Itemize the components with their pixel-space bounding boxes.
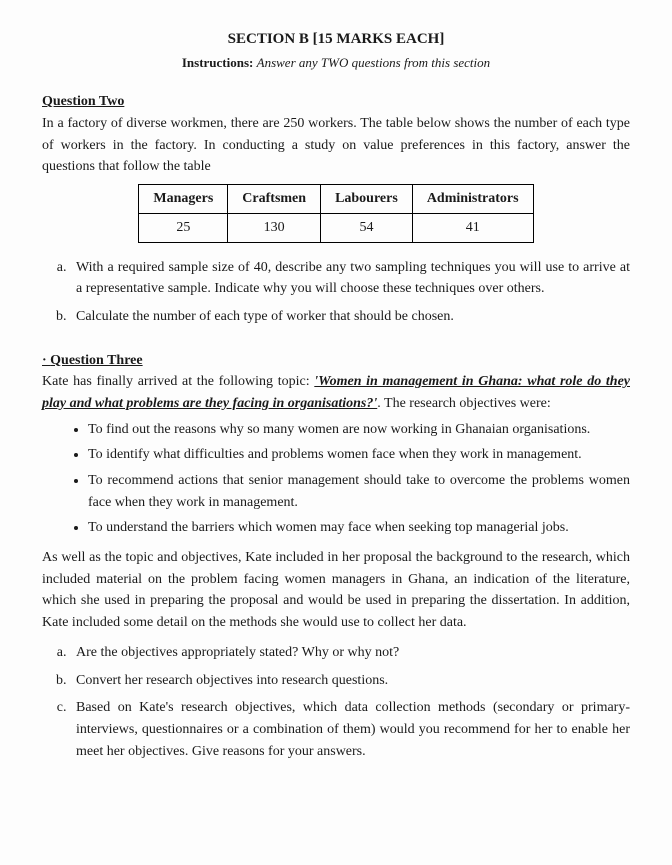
col-craftsmen: Craftsmen (228, 185, 321, 214)
q3-lead-post: . The research objectives were: (377, 396, 551, 411)
question-three-heading: Question Three (54, 350, 630, 372)
question-two-heading: Question Two (42, 91, 630, 113)
question-three-parts: Are the objectives appropriately stated?… (42, 642, 630, 762)
q2-part-b: Calculate the number of each type of wor… (70, 306, 630, 328)
section-title: SECTION B [15 MARKS EACH] (42, 28, 630, 51)
q3-part-a: Are the objectives appropriately stated?… (70, 642, 630, 664)
table-header-row: Managers Craftsmen Labourers Administrat… (139, 185, 533, 214)
q3-lead-pre: Kate has finally arrived at the followin… (42, 374, 314, 389)
workers-table: Managers Craftsmen Labourers Administrat… (138, 184, 533, 242)
instructions-line: Instructions: Answer any TWO questions f… (42, 53, 630, 73)
q3-bullet-3: To recommend actions that senior managem… (88, 470, 630, 513)
instructions-body: Answer any TWO questions from this secti… (257, 55, 491, 70)
question-two-intro: In a factory of diverse workmen, there a… (42, 113, 630, 178)
q3-bullet-4: To understand the barriers which women m… (88, 517, 630, 539)
col-administrators: Administrators (412, 185, 533, 214)
q3-bullet-2: To identify what difficulties and proble… (88, 444, 630, 466)
question-two-parts: With a required sample size of 40, descr… (42, 257, 630, 328)
q3-part-b: Convert her research objectives into res… (70, 670, 630, 692)
q2-part-a: With a required sample size of 40, descr… (70, 257, 630, 300)
cell-managers: 25 (139, 213, 228, 242)
question-three-lead: Kate has finally arrived at the followin… (42, 371, 630, 414)
cell-administrators: 41 (412, 213, 533, 242)
table-data-row: 25 130 54 41 (139, 213, 533, 242)
q3-objectives-list: To find out the reasons why so many wome… (42, 419, 630, 539)
cell-craftsmen: 130 (228, 213, 321, 242)
col-managers: Managers (139, 185, 228, 214)
col-labourers: Labourers (321, 185, 413, 214)
instructions-label: Instructions: (182, 55, 254, 70)
q3-part-c: Based on Kate's research objectives, whi… (70, 697, 630, 762)
q3-follow-paragraph: As well as the topic and objectives, Kat… (42, 547, 630, 634)
q3-bullet-1: To find out the reasons why so many wome… (88, 419, 630, 441)
cell-labourers: 54 (321, 213, 413, 242)
